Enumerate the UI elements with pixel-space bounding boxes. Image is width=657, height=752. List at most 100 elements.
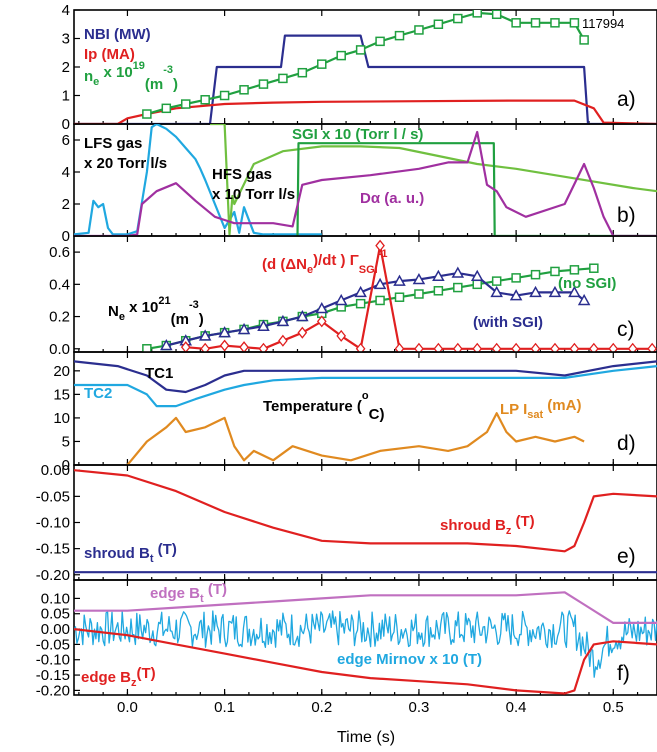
annotation-tc2: TC2 bbox=[84, 385, 112, 402]
annotation-bz: shroud Bz (T) bbox=[440, 513, 535, 537]
panel-c: 0.0 0.2 0.4 0.6 c) (d (ΔNe)/dt ) ΓSGI-1 (no SG… bbox=[49, 235, 657, 358]
data-point-0-22 bbox=[569, 265, 580, 275]
axis-frame bbox=[73, 235, 657, 353]
panel-letter: b) bbox=[617, 204, 636, 227]
data-point-1-3 bbox=[218, 326, 231, 338]
data-point-1-0 bbox=[160, 339, 173, 351]
data-point-1-2 bbox=[198, 329, 212, 341]
series-line-1 bbox=[74, 99, 657, 124]
data-point-2-15 bbox=[433, 19, 444, 29]
y-tick-label: 3 bbox=[62, 31, 70, 48]
annotation-withsgi: (with SGI) bbox=[473, 314, 543, 331]
data-point-1-17 bbox=[490, 285, 503, 298]
y-tick-label: 0.2 bbox=[49, 309, 70, 326]
data-point-2-9 bbox=[317, 59, 327, 69]
data-point-0-0 bbox=[142, 344, 152, 352]
data-point-1-19 bbox=[529, 285, 542, 298]
data-point-2-6 bbox=[297, 326, 308, 339]
y-tick-label: 0 bbox=[62, 116, 70, 133]
data-point-2-4 bbox=[258, 342, 269, 352]
data-point-1-14 bbox=[432, 269, 445, 282]
x-tick-label: 0.1 bbox=[214, 699, 235, 716]
data-point-2-15 bbox=[472, 342, 483, 352]
series-line-1 bbox=[74, 365, 657, 408]
data-point-0-17 bbox=[472, 279, 482, 290]
data-point-1-15 bbox=[451, 266, 465, 278]
data-point-2-8 bbox=[297, 67, 308, 78]
data-point-2-7 bbox=[316, 315, 327, 328]
y-tick-label: -0.05 bbox=[36, 488, 70, 505]
data-point-2-20 bbox=[530, 18, 541, 28]
y-tick-label: 0.6 bbox=[49, 244, 70, 261]
data-point-1-9 bbox=[334, 293, 348, 306]
y-tick-label: 0.00 bbox=[41, 462, 70, 479]
x-tick-label: 0.5 bbox=[603, 699, 624, 716]
series-group bbox=[74, 10, 657, 124]
series-line-2 bbox=[74, 628, 657, 695]
series-group bbox=[74, 591, 657, 695]
data-point-2-20 bbox=[569, 342, 580, 352]
annotation-hfs-line-0: HFS gas bbox=[212, 166, 272, 183]
y-tick-label: -0.10 bbox=[36, 515, 70, 532]
annotation-bt: shroud Bt (T) bbox=[84, 541, 177, 565]
data-point-2-21 bbox=[550, 18, 560, 28]
y-tick-label: -0.10 bbox=[36, 652, 70, 669]
data-point-2-18 bbox=[530, 342, 541, 352]
panel-letter: a) bbox=[617, 88, 636, 111]
y-tick-label: 2 bbox=[62, 59, 70, 76]
data-point-2-10 bbox=[336, 50, 346, 61]
annotation-lp: LP Isat (mA) bbox=[500, 397, 581, 421]
series-line-3 bbox=[74, 130, 657, 236]
data-point-1-16 bbox=[470, 269, 484, 282]
data-point-0-20 bbox=[530, 269, 541, 280]
data-point-2-2 bbox=[180, 99, 191, 109]
data-point-1-18 bbox=[509, 289, 523, 301]
panel-f: 0.0 0.1 0.2 0.3 0.4 0.5 0.100.050.00-0.05-0.10… bbox=[36, 579, 657, 716]
data-point-2-5 bbox=[239, 85, 249, 95]
annotation-tc1: TC1 bbox=[145, 365, 173, 382]
data-point-2-9 bbox=[355, 342, 366, 352]
y-tick-label: 2 bbox=[62, 196, 70, 213]
data-point-2-6 bbox=[258, 79, 269, 89]
panel-letter: f) bbox=[617, 662, 630, 685]
data-point-2-16 bbox=[453, 13, 463, 24]
data-point-2-19 bbox=[511, 18, 521, 28]
data-point-2-14 bbox=[452, 342, 463, 352]
series-line-2 bbox=[126, 412, 585, 465]
data-point-2-23 bbox=[627, 342, 638, 352]
data-point-0-11 bbox=[355, 298, 366, 309]
axis-frame bbox=[73, 579, 657, 696]
annotation-hfs-line-1: x 10 Torr l/s bbox=[212, 186, 295, 203]
annotation-bz: edge Bz(T) bbox=[81, 665, 156, 689]
data-point-1-6 bbox=[276, 314, 290, 327]
data-point-2-1 bbox=[161, 103, 172, 114]
y-tick-label: -0.05 bbox=[36, 636, 70, 653]
data-point-2-17 bbox=[472, 10, 482, 18]
y-tick-label: 10 bbox=[53, 410, 70, 427]
data-point-2-16 bbox=[491, 342, 502, 352]
data-point-2-17 bbox=[511, 342, 521, 352]
y-tick-label: -0.15 bbox=[36, 541, 70, 558]
annotation-temp: Temperature (oC) bbox=[263, 390, 384, 423]
y-tick-label: 6 bbox=[62, 132, 70, 149]
y-tick-label: 0.4 bbox=[49, 276, 70, 293]
y-tick-label: 20 bbox=[53, 363, 70, 380]
data-point-2-18 bbox=[491, 10, 502, 20]
data-point-2-19 bbox=[550, 342, 560, 352]
data-point-2-0 bbox=[180, 341, 191, 352]
y-tick-label: 0.10 bbox=[41, 590, 70, 607]
annotation-bt: edge Bt (T) bbox=[150, 581, 227, 605]
annotation-mirnov: edge Mirnov x 10 (T) bbox=[337, 651, 482, 668]
data-point-1-5 bbox=[257, 319, 270, 331]
data-point-2-14 bbox=[414, 25, 424, 35]
y-tick-label: 5 bbox=[62, 433, 70, 450]
data-point-2-22 bbox=[608, 342, 619, 352]
data-point-0-23 bbox=[589, 263, 599, 273]
panel-letter: d) bbox=[617, 432, 636, 455]
annotation-sgi: SGI x 10 (Torr l / s) bbox=[292, 126, 423, 143]
data-point-2-11 bbox=[394, 342, 405, 352]
series-line-0 bbox=[74, 360, 657, 394]
series-line-2 bbox=[296, 142, 657, 236]
annotation-ip: Ip (MA) bbox=[84, 46, 135, 63]
x-tick-label: 0.3 bbox=[409, 699, 430, 716]
